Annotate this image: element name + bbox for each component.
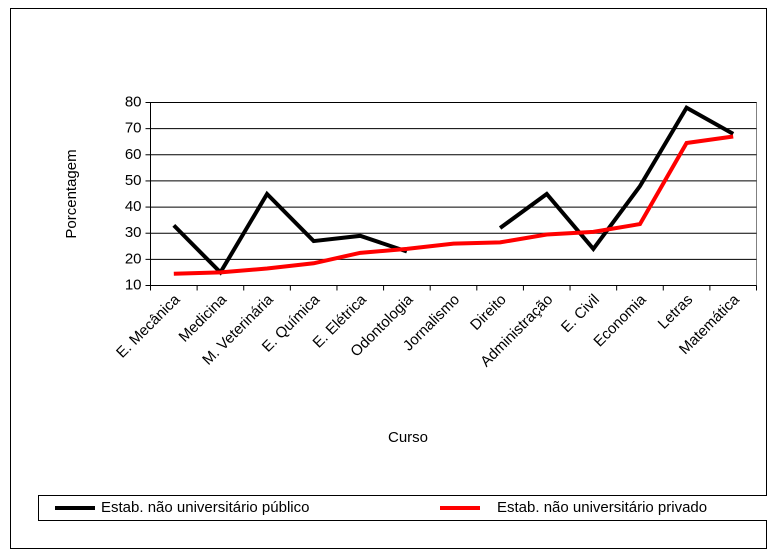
y-axis-label: Porcentagem: [63, 149, 80, 238]
y-tick-label: 10: [125, 276, 142, 293]
legend-label: Estab. não universitário privado: [497, 499, 707, 516]
y-tick-label: 20: [125, 250, 142, 267]
legend-label: Estab. não universitário público: [101, 499, 309, 516]
plot-area: [150, 102, 757, 286]
y-tick-label: 80: [125, 93, 142, 110]
legend: [38, 495, 767, 521]
y-tick-label: 70: [125, 120, 142, 137]
y-tick-label: 40: [125, 198, 142, 215]
x-axis-label: Curso: [388, 429, 428, 446]
y-tick-label: 50: [125, 172, 142, 189]
y-tick-label: 60: [125, 146, 142, 163]
series-line: [173, 134, 734, 276]
series-line: [172, 105, 735, 276]
y-tick-label: 30: [125, 224, 142, 241]
